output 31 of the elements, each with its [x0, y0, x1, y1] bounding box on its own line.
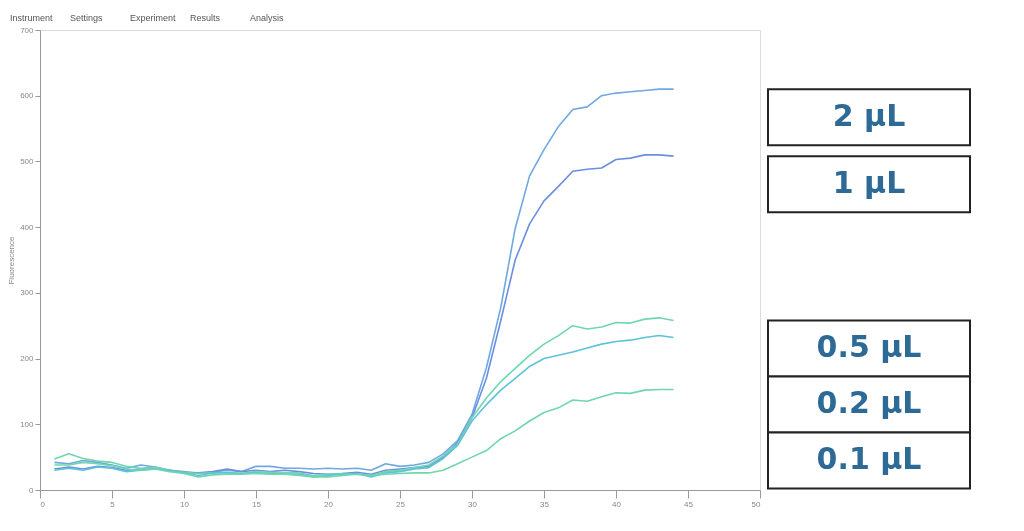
text: Analysis: [250, 13, 285, 23]
x-tick-label: 10: [180, 499, 190, 509]
text: 0.1 µL: [816, 441, 922, 477]
x-tick-label: 45: [684, 499, 694, 509]
y-tick-label: 300: [20, 288, 35, 298]
text: 1 µL: [832, 165, 906, 201]
y-tick-label: 400: [20, 222, 35, 232]
y-tick-label: 500: [20, 156, 35, 166]
y-tick-label: 700: [20, 25, 35, 35]
text: Experiment: [130, 13, 177, 23]
y-tick-label: 100: [20, 419, 35, 429]
x-tick-label: 5: [110, 499, 116, 509]
x-tick-label: 50: [751, 499, 762, 509]
x-tick-label: 35: [540, 499, 550, 509]
x-tick-label: 25: [396, 499, 406, 509]
x-tick-label: 15: [252, 499, 262, 509]
text: 0.2 µL: [816, 385, 922, 421]
x-tick-label: 40: [612, 499, 622, 509]
text: Results: [190, 13, 221, 23]
text: 0.5 µL: [816, 329, 922, 365]
text: 2 µL: [832, 98, 906, 134]
text: Instrument: [10, 13, 54, 23]
y-axis-title: Fluorescence: [7, 235, 17, 285]
y-tick-label: 600: [20, 91, 35, 101]
x-tick-label: 20: [324, 499, 334, 509]
y-tick-label: 0: [29, 485, 35, 495]
x-tick-label: 30: [468, 499, 478, 509]
line-series: [53, 88, 675, 475]
text: Settings: [70, 13, 104, 23]
y-tick-label: 200: [20, 354, 35, 364]
x-tick-label: 0: [40, 499, 46, 509]
